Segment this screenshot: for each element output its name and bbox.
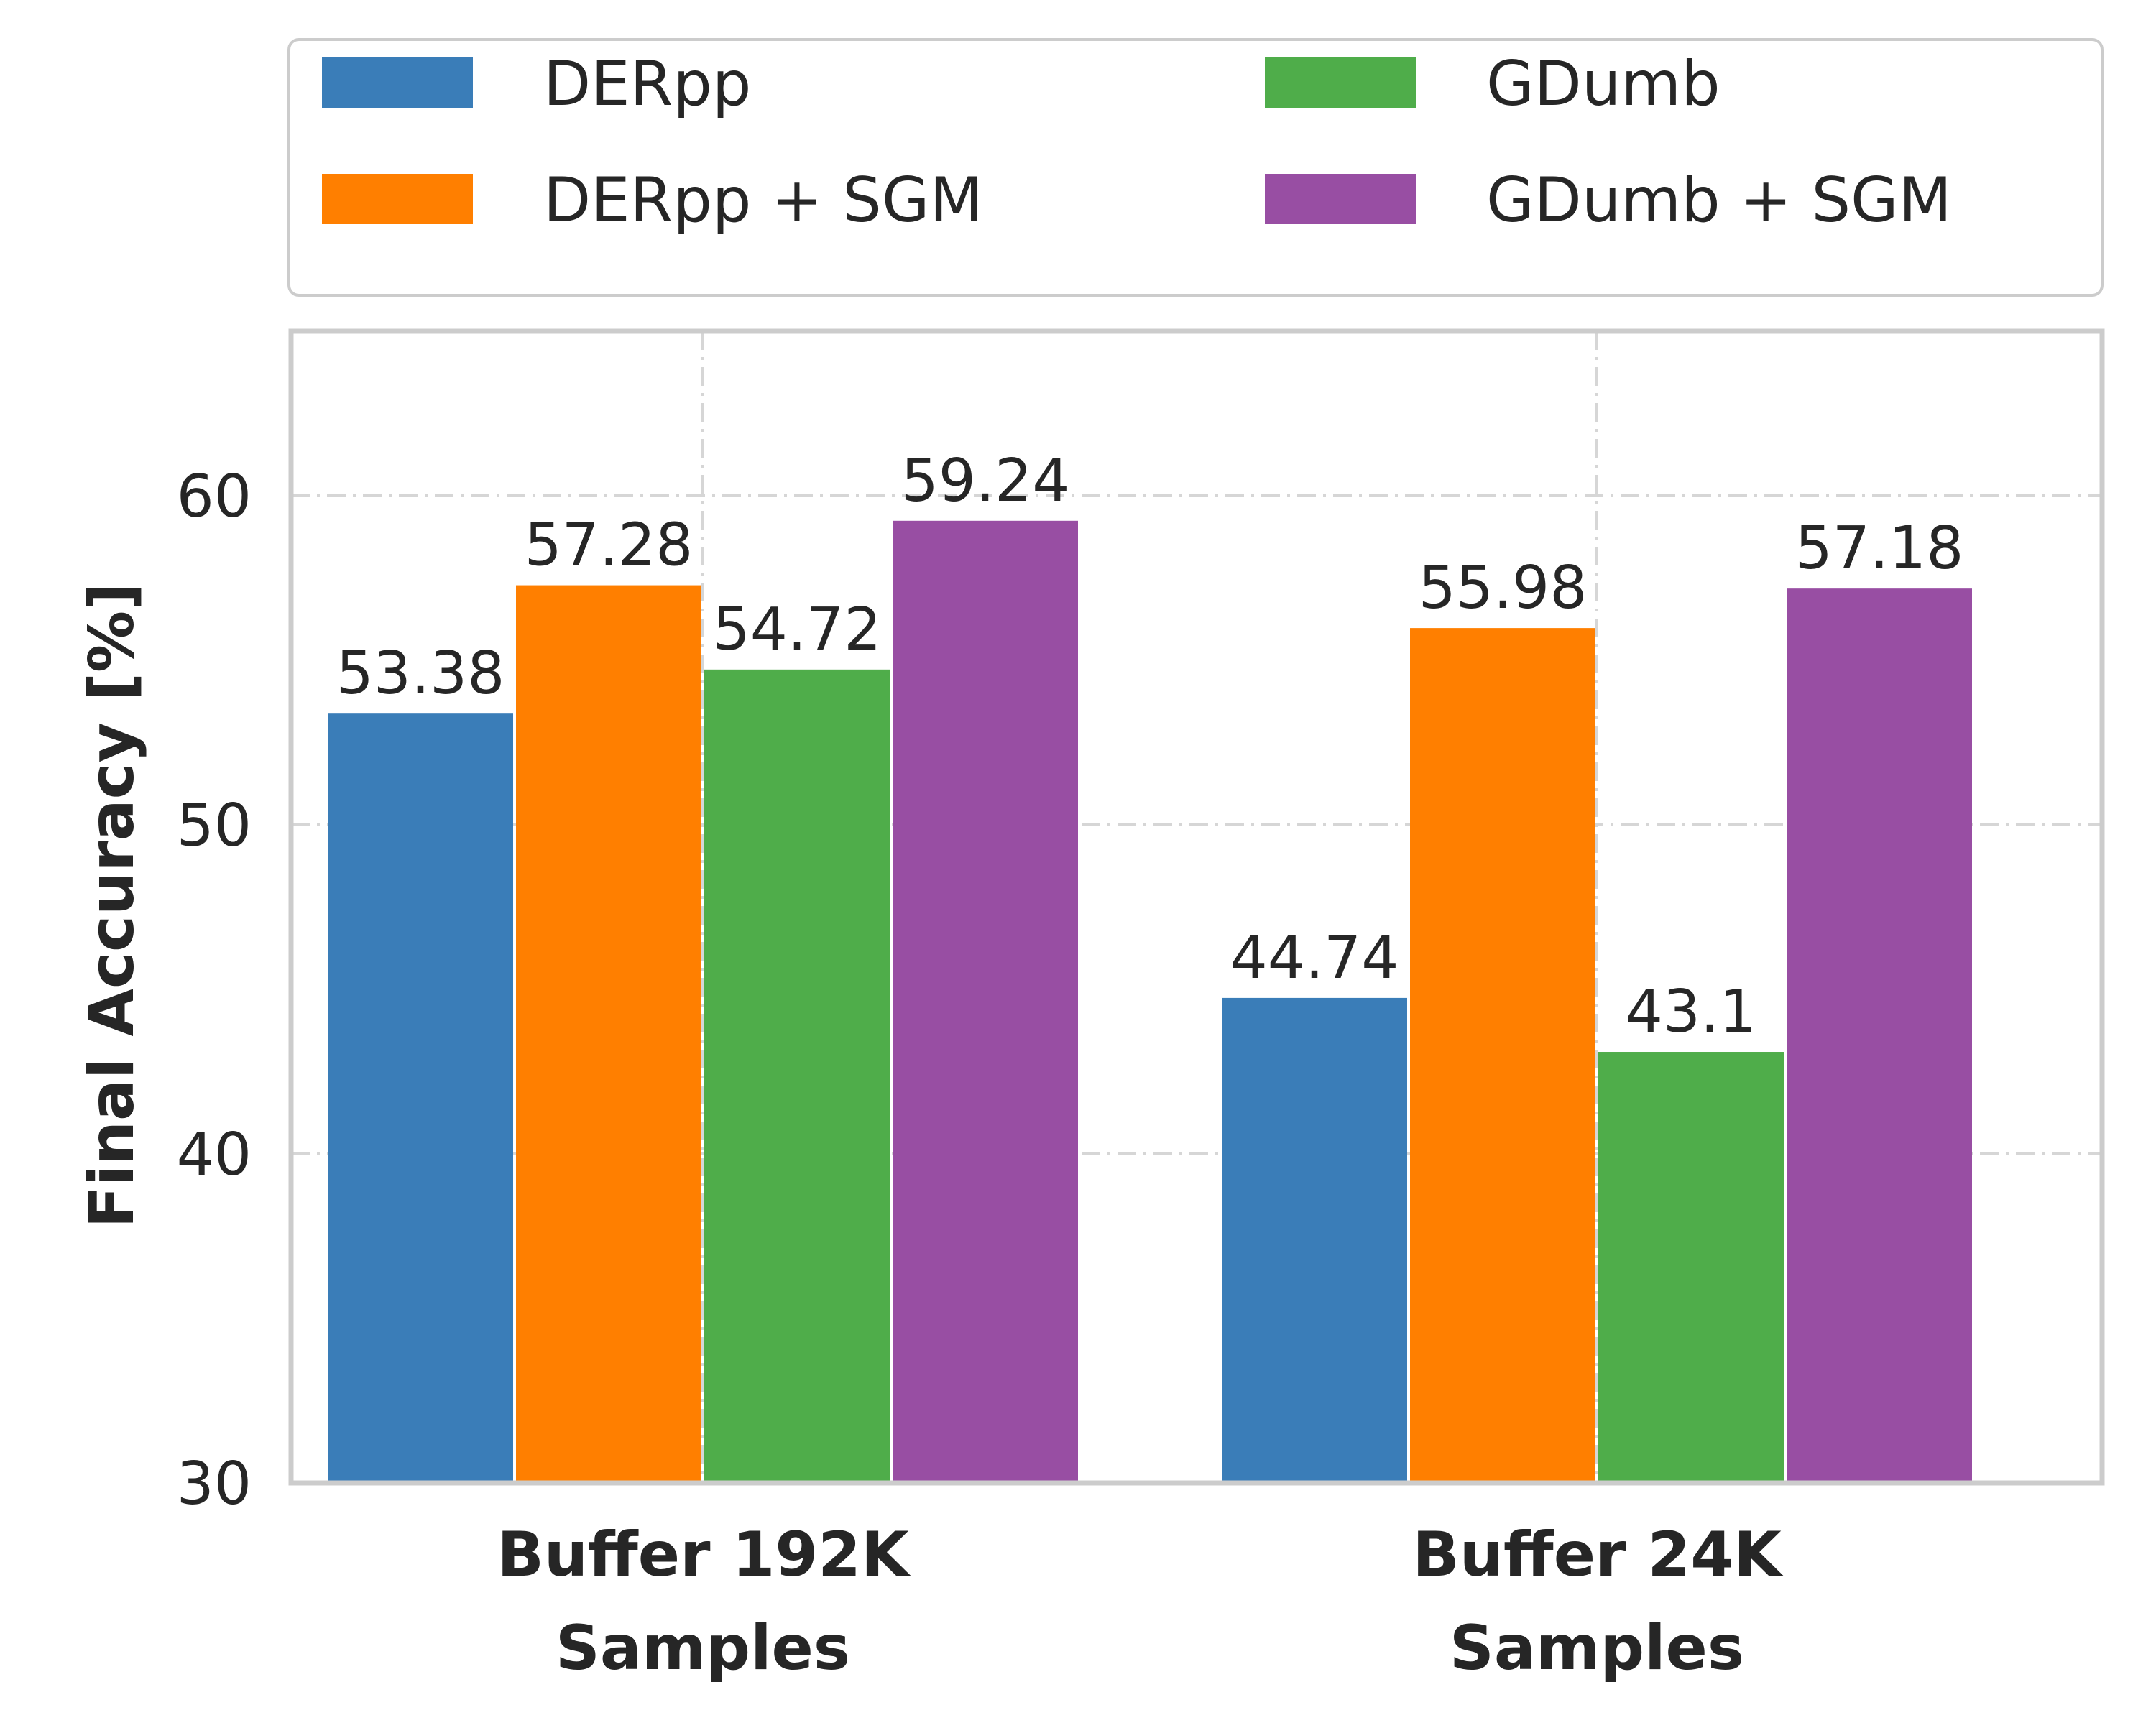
legend-label: DERpp xyxy=(543,48,752,120)
plot-frame xyxy=(288,328,2105,1486)
data-label: 53.38 xyxy=(336,639,505,708)
data-label: 59.24 xyxy=(901,447,1070,515)
legend-swatch xyxy=(1265,57,1416,108)
data-label: 54.72 xyxy=(713,596,882,664)
y-tick-label: 50 xyxy=(177,792,252,860)
data-label: 44.74 xyxy=(1230,924,1399,992)
legend-label: GDumb xyxy=(1486,48,1720,120)
data-labels: 53.38 57.28 54.72 59.24 44.74 55.98 43.1 57.18 xyxy=(336,447,1964,1046)
bar xyxy=(516,585,701,1484)
bar xyxy=(893,520,1078,1483)
category-labels: Buffer 192K Samples Buffer 24K Samples xyxy=(497,1519,1784,1684)
data-label: 43.1 xyxy=(1626,978,1757,1046)
y-tick-label: 60 xyxy=(177,463,252,531)
data-label: 57.28 xyxy=(525,512,694,580)
category-label: Samples xyxy=(1450,1612,1744,1684)
legend: DERpp GDumb DERpp + SGM GDumb + SGM xyxy=(287,38,2104,297)
data-label: 55.98 xyxy=(1419,554,1588,622)
bar xyxy=(704,669,890,1483)
category-label: Buffer 24K xyxy=(1412,1519,1784,1591)
bar-layer xyxy=(328,520,1972,1484)
y-axis-label: Final Accuracy [%] xyxy=(76,583,148,1229)
legend-swatch xyxy=(322,174,473,224)
legend-label: DERpp + SGM xyxy=(543,165,983,236)
bar xyxy=(328,713,513,1483)
legend-swatch xyxy=(322,57,473,108)
bar xyxy=(1222,997,1407,1483)
legend-swatch xyxy=(1265,174,1416,224)
bar xyxy=(1410,628,1595,1484)
category-label: Samples xyxy=(556,1612,850,1684)
y-tick-labels: 30 40 50 60 xyxy=(177,463,252,1518)
data-label: 57.18 xyxy=(1795,514,1964,583)
bar xyxy=(1787,588,1972,1483)
y-tick-label: 30 xyxy=(177,1450,252,1518)
legend-label: GDumb + SGM xyxy=(1486,165,1952,236)
bar xyxy=(1598,1052,1784,1483)
legend-frame xyxy=(287,38,2104,297)
y-tick-label: 40 xyxy=(177,1121,252,1189)
category-label: Buffer 192K xyxy=(497,1519,911,1591)
